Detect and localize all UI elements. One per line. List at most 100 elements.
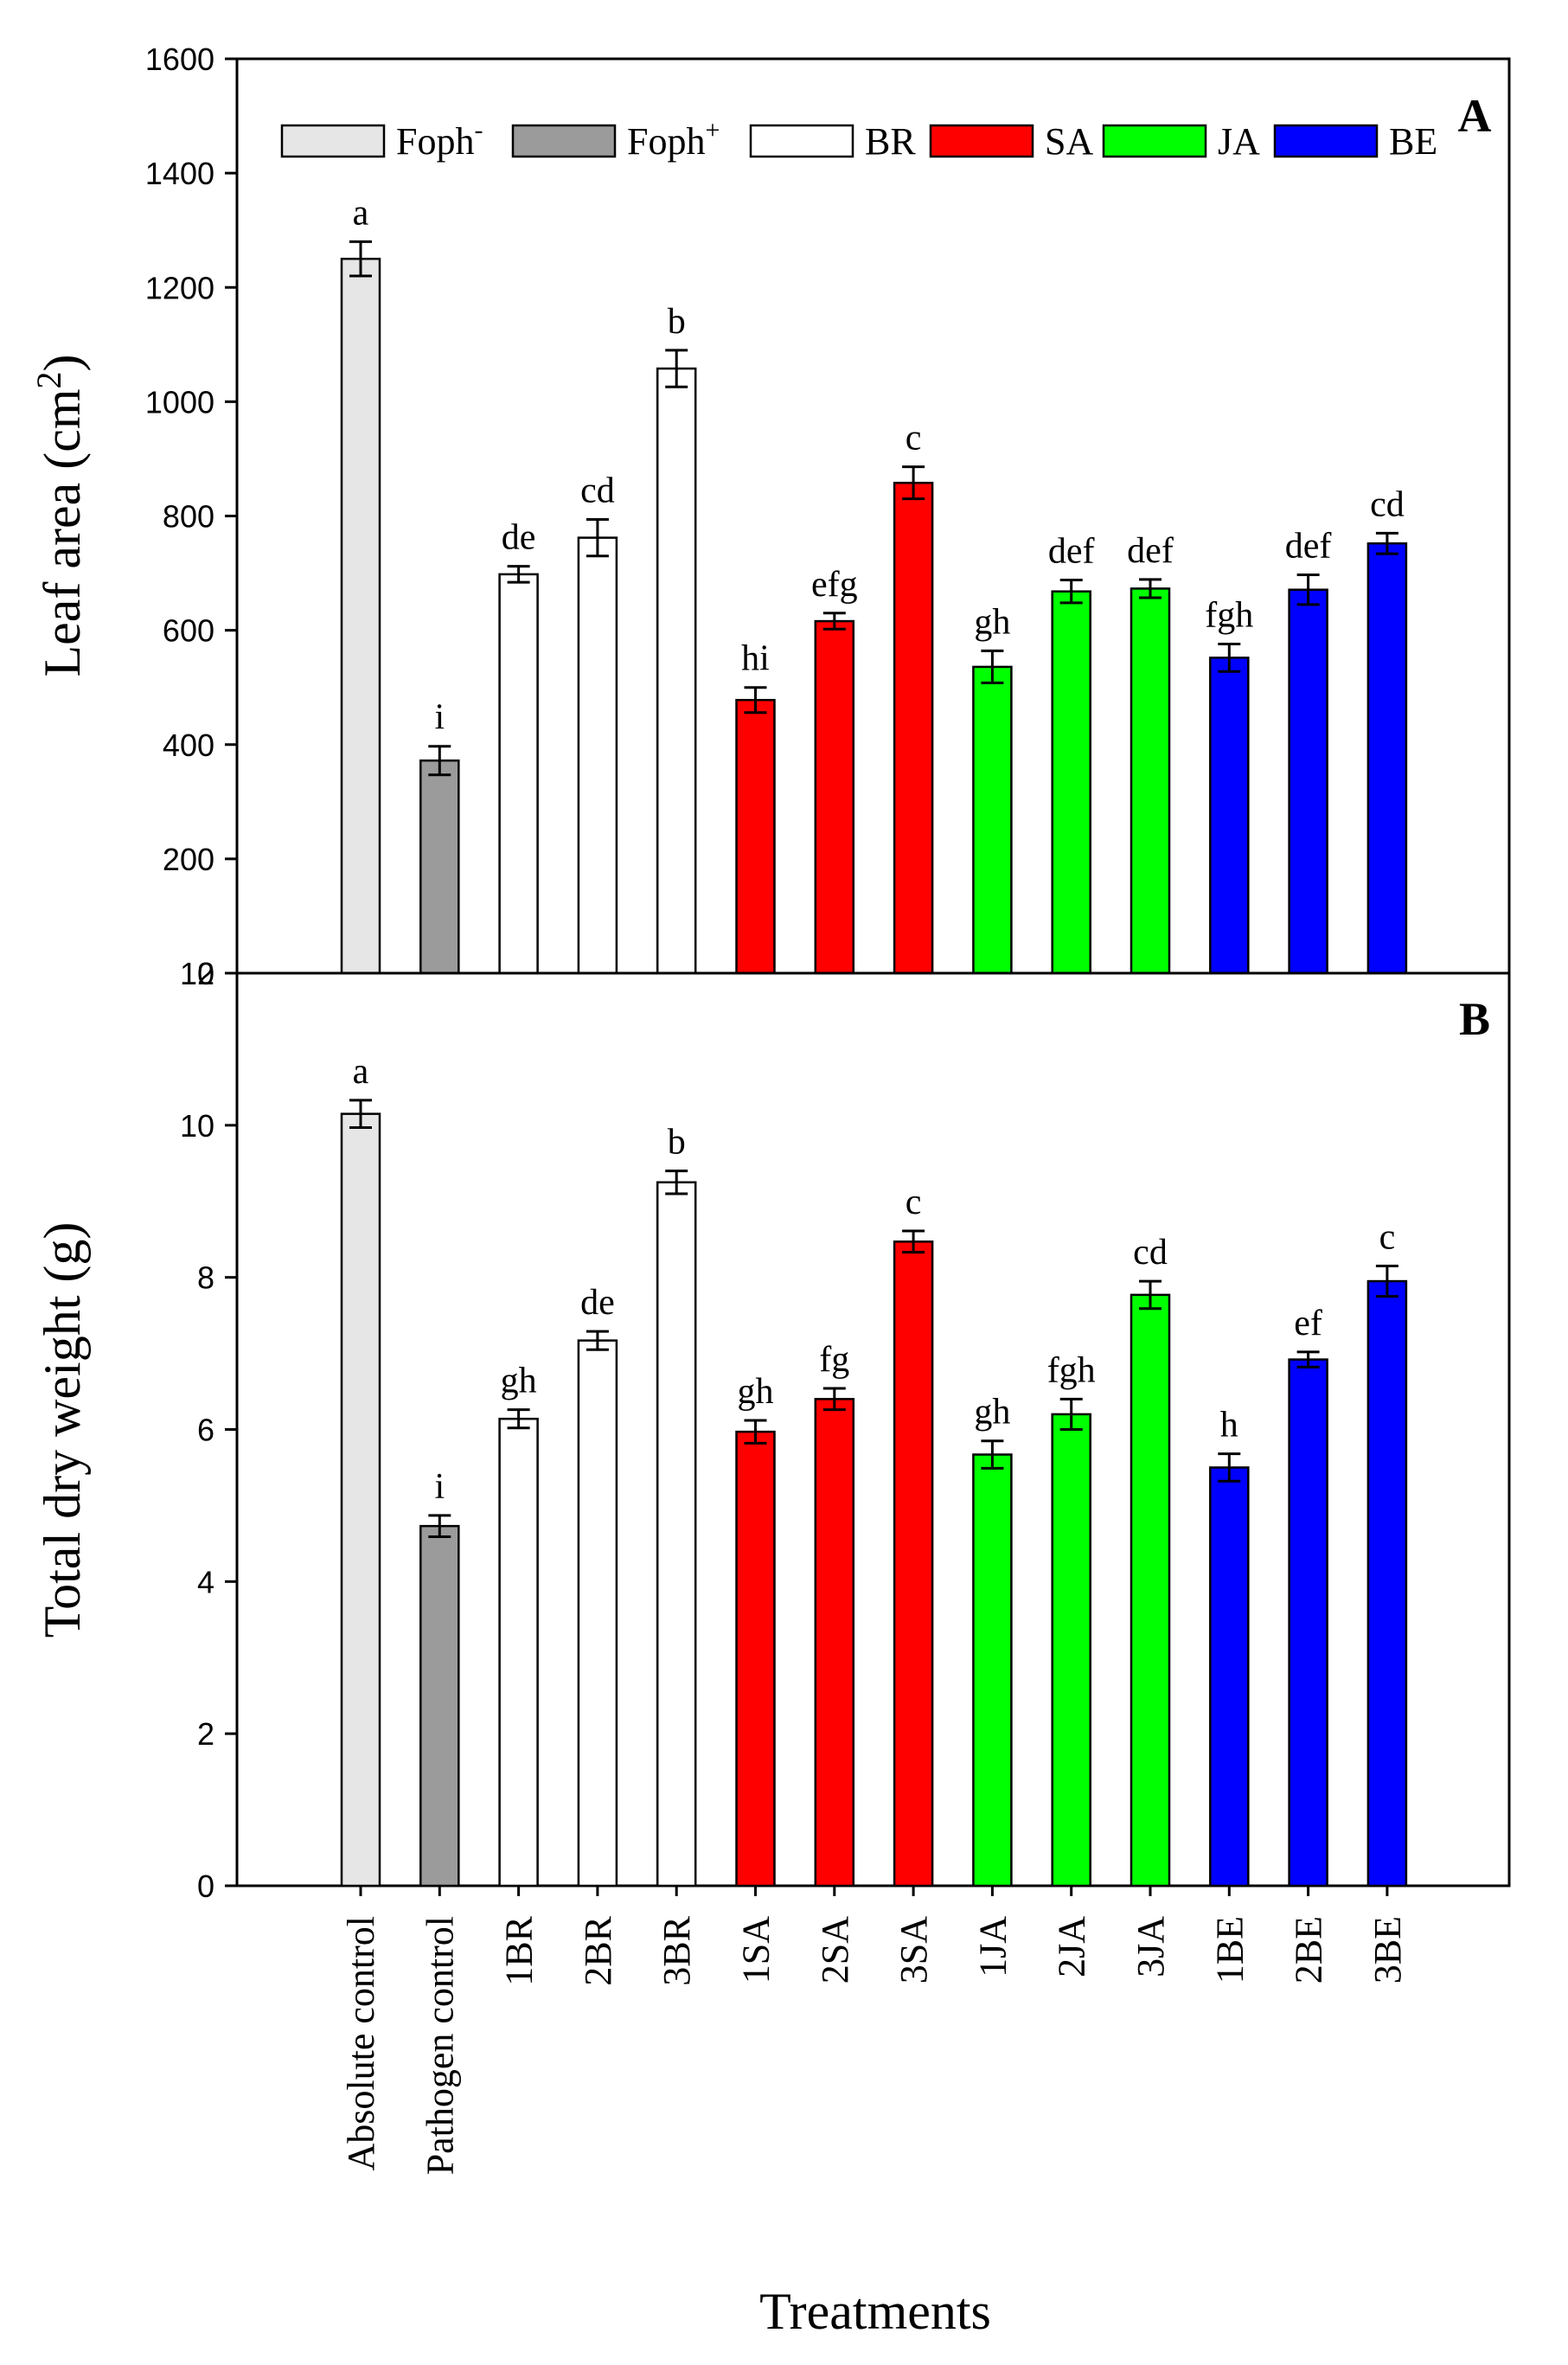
bar (972, 1453, 1013, 1888)
significance-label: fgh (1047, 1350, 1096, 1390)
x-tick-label: 2BE (1288, 1916, 1330, 1984)
significance-label: b (668, 1123, 686, 1163)
x-tick-label: 2JA (1051, 1916, 1093, 1977)
shared-x-axis: Absolute control Pathogen control 1BR 2BR 3B… (340, 1886, 1409, 2175)
bar (1209, 1466, 1250, 1888)
x-tick-label: 1JA (971, 1916, 1014, 1977)
significance-label: cd (1370, 484, 1405, 524)
significance-label: gh (974, 1393, 1010, 1432)
x-tick-label: 1BE (1208, 1916, 1251, 1984)
legend-label: BR (865, 120, 916, 163)
bar (1366, 542, 1408, 975)
y-axis-title: Leaf area (cm2) (29, 354, 91, 676)
significance-label: c (906, 419, 922, 458)
significance-label: a (353, 193, 369, 233)
x-axis-title: Treatments (759, 2283, 991, 2340)
bar (893, 481, 934, 975)
significance-label: c (1379, 1217, 1396, 1257)
bar (814, 1398, 855, 1888)
y-tick-label: 1600 (145, 42, 214, 77)
y-tick-label: 1000 (145, 384, 214, 420)
significance-label: i (434, 698, 445, 738)
significance-label: gh (738, 1372, 774, 1412)
significance-label: a (353, 1052, 369, 1092)
x-tick-label: 1SA (735, 1916, 778, 1984)
significance-label: gh (501, 1362, 537, 1401)
significance-label: gh (974, 602, 1010, 642)
y-tick-label: 1400 (145, 156, 214, 191)
bar (814, 619, 855, 975)
bar (735, 1430, 776, 1888)
bar (656, 367, 697, 975)
legend-label: JA (1218, 120, 1260, 163)
bar (577, 1339, 618, 1888)
bar (656, 1181, 697, 1888)
bar (1130, 587, 1171, 975)
legend-swatch (511, 124, 617, 158)
y-tick-label: 12 (180, 956, 214, 991)
significance-label: cd (1133, 1233, 1168, 1272)
significance-label: fg (819, 1340, 849, 1380)
bar (340, 257, 381, 975)
y-tick-label: 10 (180, 1108, 214, 1144)
significance-label: def (1127, 531, 1174, 571)
y-tick-label: 400 (163, 727, 214, 763)
y-tick-label: 1200 (145, 270, 214, 305)
y-tick-label: 0 (197, 956, 214, 991)
significance-label: def (1285, 527, 1332, 567)
y-tick-label: 2 (197, 1716, 214, 1752)
legend-label: Foph- (396, 116, 483, 163)
x-tick-label: 2SA (814, 1916, 856, 1984)
significance-label: def (1048, 531, 1095, 571)
significance-label: fgh (1205, 595, 1253, 635)
significance-label: c (906, 1182, 922, 1222)
significance-label: ef (1294, 1304, 1322, 1343)
y-tick-label: 800 (163, 499, 214, 535)
bar (577, 536, 618, 975)
x-tick-label: 3BR (656, 1915, 698, 1985)
significance-label: h (1220, 1406, 1238, 1445)
x-tick-label: Absolute control (340, 1916, 382, 2171)
bar (893, 1240, 934, 1888)
x-tick-label: 2BR (577, 1915, 619, 1985)
x-tick-label: 3BE (1366, 1916, 1409, 1984)
legend-swatch (749, 124, 854, 158)
bar (1288, 1358, 1328, 1888)
bar (972, 665, 1013, 975)
y-tick-label: 0 (197, 1868, 214, 1904)
significance-label: hi (741, 639, 770, 679)
legend-swatch (1273, 124, 1379, 158)
bar (1130, 1293, 1171, 1888)
bar (340, 1112, 381, 1888)
bar (498, 573, 539, 975)
x-tick-label: 1BR (498, 1915, 541, 1985)
significance-label: de (580, 1283, 615, 1323)
significance-label: efg (811, 565, 858, 605)
y-axis-title: Total dry weight (g) (34, 1222, 91, 1638)
bar (1051, 1413, 1091, 1888)
y-tick-label: 6 (197, 1413, 214, 1448)
x-tick-label: Pathogen control (419, 1916, 461, 2175)
bar (1051, 590, 1091, 975)
y-tick-label: 600 (163, 613, 214, 649)
significance-label: b (668, 302, 686, 342)
legend-swatch (1102, 124, 1207, 158)
bar (1366, 1279, 1408, 1888)
panel-a-leaf-area: 0 200 400 600 800 1000 1200 1400 1600 Leaf area (… (29, 42, 1511, 991)
panel-label: A (1458, 90, 1492, 142)
y-tick-label: 8 (197, 1260, 214, 1296)
legend-swatch (280, 124, 386, 158)
y-tick-label: 200 (163, 842, 214, 877)
legend-label: Foph+ (627, 116, 720, 163)
significance-label: cd (580, 471, 615, 510)
bar (419, 759, 460, 975)
legend: Foph- Foph+ BR SA JA BE (280, 116, 1437, 163)
legend-label: BE (1389, 120, 1437, 163)
bar (735, 698, 776, 975)
x-tick-label: 3JA (1130, 1916, 1172, 1977)
bar (419, 1524, 460, 1888)
significance-label: i (434, 1467, 445, 1507)
panel-label: B (1459, 993, 1490, 1045)
